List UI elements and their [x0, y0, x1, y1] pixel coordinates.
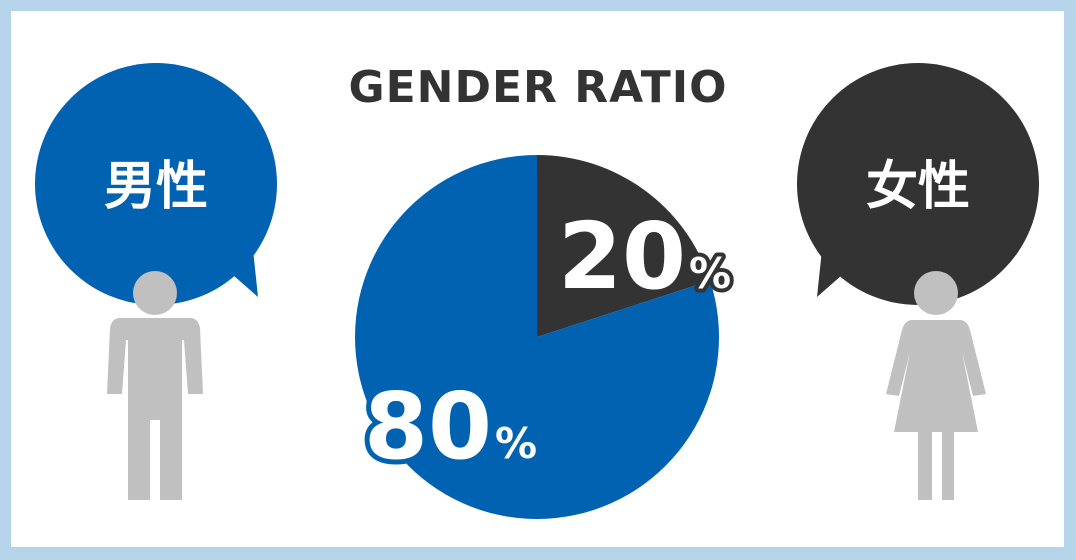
slice-value-label: 80 — [364, 373, 492, 480]
male-bubble-label: 男性 — [104, 157, 208, 217]
male-person-icon — [107, 271, 203, 500]
female-person-icon — [886, 271, 986, 500]
chart-title: GENDER RATIO — [348, 62, 728, 113]
slice-value-label: 20 — [558, 203, 686, 310]
slice-unit-label: % — [689, 249, 731, 298]
pie-chart: 20 %80% — [355, 155, 735, 519]
male-bubble-circle — [35, 63, 277, 305]
pie-slice-80 — [355, 155, 719, 519]
female-speech-bubble: 女性 — [797, 63, 1039, 305]
male-speech-bubble: 男性 — [35, 63, 277, 305]
pie-slice-20 — [537, 155, 711, 337]
slice-unit-label: % — [495, 419, 537, 468]
female-bubble-circle — [797, 63, 1039, 305]
female-bubble-label: 女性 — [866, 157, 970, 217]
